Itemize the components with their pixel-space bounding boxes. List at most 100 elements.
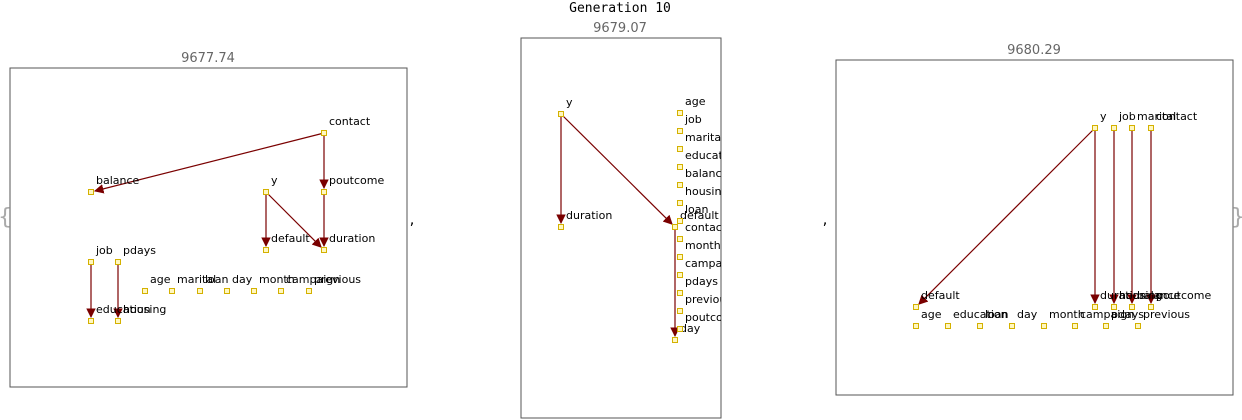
node-label: default xyxy=(921,289,960,302)
node-balance: balance xyxy=(677,167,729,188)
node-marker xyxy=(1103,323,1109,329)
node-label: contact xyxy=(685,221,727,234)
node-day: day xyxy=(224,273,253,294)
node-marker xyxy=(1129,304,1135,310)
node-label: contact xyxy=(329,115,371,128)
node-marker xyxy=(677,164,683,170)
node-default: default xyxy=(913,289,960,310)
node-housing: housing xyxy=(677,185,728,206)
separator-2: , xyxy=(823,210,828,228)
node-marker xyxy=(251,288,257,294)
node-marker xyxy=(142,288,148,294)
node-label: day xyxy=(1017,308,1038,321)
node-marker xyxy=(224,288,230,294)
node-label: duration xyxy=(329,232,375,245)
node-marker xyxy=(677,326,683,332)
node-marker xyxy=(1009,323,1015,329)
node-loan: loan xyxy=(197,273,229,294)
node-loan: loan xyxy=(977,308,1009,329)
node-marker xyxy=(672,337,678,343)
node-marker xyxy=(88,189,94,195)
node-marker xyxy=(1148,304,1154,310)
node-label: month xyxy=(259,273,295,286)
node-previous: previous xyxy=(677,293,721,314)
panel-score: 9677.74 xyxy=(181,51,235,66)
node-previous: previous xyxy=(306,273,361,294)
node-loan: loan xyxy=(677,203,709,224)
node-marker xyxy=(1092,304,1098,310)
node-marker xyxy=(677,128,683,134)
node-label: balance xyxy=(685,167,729,180)
node-marker xyxy=(558,111,564,117)
node-poutcome: poutcome xyxy=(321,174,384,195)
node-label: marital xyxy=(1137,110,1176,123)
panel-score: 9679.07 xyxy=(593,21,647,36)
node-duration: duration xyxy=(1092,289,1146,310)
node-label: loan xyxy=(205,273,229,286)
node-marker xyxy=(321,247,327,253)
edge-y-to-default xyxy=(560,113,673,225)
node-label: education xyxy=(96,303,151,316)
node-label: job xyxy=(1118,110,1136,123)
node-marker xyxy=(1111,304,1117,310)
node-contact: contact xyxy=(1148,110,1198,131)
panel-frame xyxy=(520,37,722,419)
node-label: campaign xyxy=(1080,308,1134,321)
node-marker xyxy=(1111,125,1117,131)
node-age: age xyxy=(142,273,171,294)
node-marker xyxy=(1041,323,1047,329)
node-month: month xyxy=(677,239,721,260)
node-marker xyxy=(677,272,683,278)
node-label: marital xyxy=(177,273,216,286)
node-duration: duration xyxy=(558,209,612,230)
node-label: campaign xyxy=(286,273,340,286)
node-label: age xyxy=(921,308,942,321)
node-label: job xyxy=(95,244,113,257)
node-marker xyxy=(977,323,983,329)
node-job: job xyxy=(677,113,702,134)
node-marker xyxy=(197,288,203,294)
node-label: education xyxy=(685,149,740,162)
node-marker xyxy=(88,259,94,265)
node-label: contact xyxy=(1156,110,1198,123)
right-brace: } xyxy=(1231,205,1242,230)
node-job: job xyxy=(1111,110,1136,131)
node-contact: contact xyxy=(677,221,727,242)
node-marital: marital xyxy=(1129,110,1176,131)
node-poutcome: poutcome xyxy=(677,311,721,332)
node-month: month xyxy=(251,273,295,294)
node-marker xyxy=(1092,125,1098,131)
node-label: previous xyxy=(1143,308,1190,321)
node-contact: contact xyxy=(321,115,371,136)
node-marker xyxy=(558,224,564,230)
node-marker xyxy=(169,288,175,294)
node-label: y xyxy=(271,174,278,187)
node-y: y xyxy=(558,96,573,117)
node-duration: duration xyxy=(321,232,375,253)
node-label: poutcome xyxy=(329,174,384,187)
edge-y-to-default xyxy=(918,127,1096,305)
node-y: y xyxy=(1092,110,1107,131)
node-label: housing xyxy=(1119,289,1162,302)
node-label: housing xyxy=(123,303,166,316)
node-label: housing xyxy=(685,185,728,198)
node-marker xyxy=(677,146,683,152)
node-marker xyxy=(945,323,951,329)
node-label: default xyxy=(680,209,719,222)
node-marker xyxy=(677,182,683,188)
separator-1: , xyxy=(410,210,415,228)
node-housing: housing xyxy=(1111,289,1162,310)
node-default: default xyxy=(672,209,719,230)
node-label: month xyxy=(685,239,721,252)
node-marital: marital xyxy=(169,273,216,294)
node-label: job xyxy=(684,113,702,126)
node-label: y xyxy=(1100,110,1107,123)
node-marker xyxy=(677,110,683,116)
node-marker xyxy=(263,247,269,253)
node-pdays: pdays xyxy=(115,244,156,265)
node-age: age xyxy=(677,95,706,116)
graph-panel-1: 9677.74 contact balance y poutcome default du… xyxy=(9,51,408,388)
node-label: y xyxy=(566,96,573,109)
